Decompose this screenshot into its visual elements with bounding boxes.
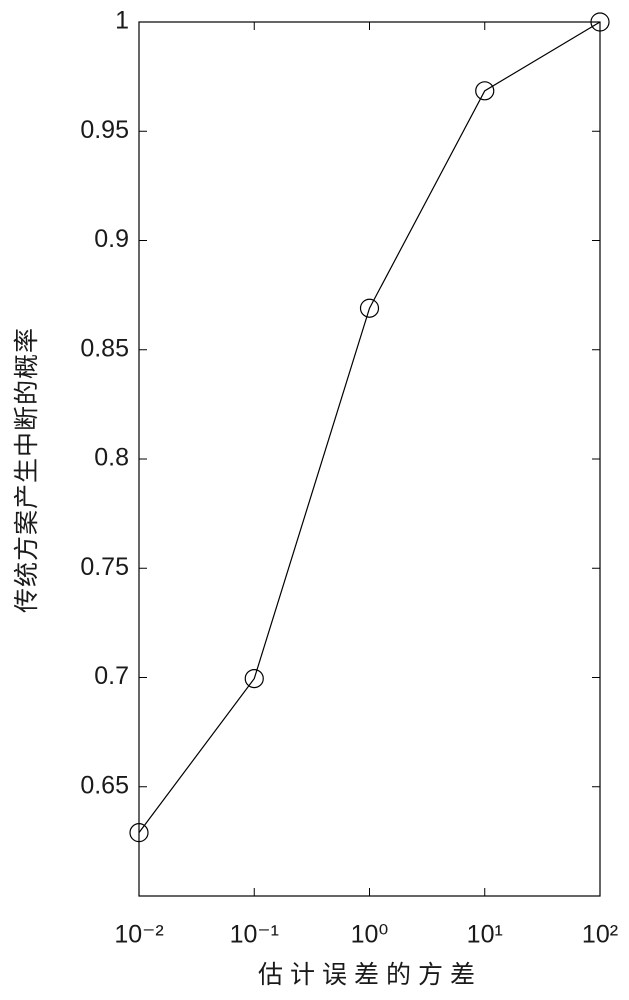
x-axis-label: 估计误差的方差 bbox=[258, 960, 482, 989]
y-tick-label: 0.8 bbox=[94, 444, 129, 472]
y-tick-label: 0.95 bbox=[80, 116, 129, 144]
data-marker bbox=[475, 81, 495, 101]
x-tick-label: 10² bbox=[582, 921, 618, 949]
data-marker bbox=[590, 12, 610, 32]
y-tick-label: 0.85 bbox=[80, 334, 129, 362]
data-marker bbox=[129, 823, 149, 843]
y-tick-label: 0.9 bbox=[94, 225, 129, 253]
y-tick-label: 1 bbox=[115, 7, 129, 35]
x-tick-label: 10¹ bbox=[467, 921, 503, 949]
x-tick-label: 10⁻¹ bbox=[230, 921, 279, 949]
data-marker bbox=[359, 298, 380, 318]
x-tick-label: 10⁻² bbox=[114, 921, 163, 949]
data-line bbox=[138, 21, 601, 833]
y-tick-label: 0.7 bbox=[94, 662, 129, 690]
y-tick-label: 0.65 bbox=[80, 771, 129, 799]
plot-frame bbox=[138, 21, 601, 897]
x-tick-label: 10⁰ bbox=[351, 921, 389, 949]
data-marker bbox=[244, 668, 264, 689]
y-axis-label: 传统方案产生中断的概率 bbox=[12, 327, 41, 613]
y-tick-label: 0.75 bbox=[80, 553, 129, 581]
